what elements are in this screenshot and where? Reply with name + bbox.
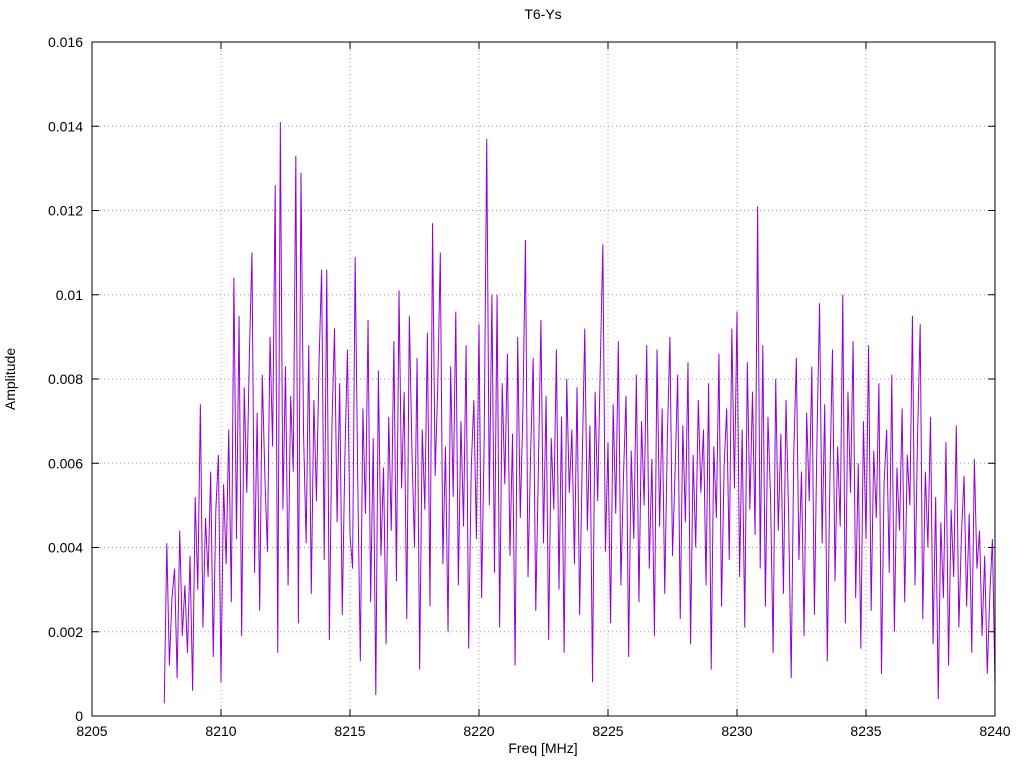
x-axis-label: Freq [MHz]: [508, 740, 577, 756]
y-tick-label: 0.008: [48, 371, 83, 387]
x-tick-label: 8240: [979, 723, 1010, 739]
amplitude-trace: [163, 122, 996, 704]
data-series: [163, 122, 996, 704]
tick-marks: [91, 41, 996, 717]
y-tick-label: 0.01: [56, 287, 83, 303]
y-axis-label: Amplitude: [2, 348, 18, 410]
x-tick-label: 8225: [592, 723, 623, 739]
y-tick-label: 0.014: [48, 118, 83, 134]
x-tick-label: 8235: [850, 723, 881, 739]
y-tick-label: 0.012: [48, 203, 83, 219]
grid-lines: [91, 41, 996, 717]
chart-title: T6-Ys: [524, 6, 561, 22]
y-tick-label: 0.004: [48, 540, 83, 556]
x-tick-label: 8215: [334, 723, 365, 739]
y-tick-label: 0.006: [48, 455, 83, 471]
plot-border: [91, 41, 996, 717]
x-tick-label: 8220: [463, 723, 494, 739]
x-tick-label: 8210: [205, 723, 236, 739]
y-tick-label: 0: [75, 708, 83, 724]
y-tick-label: 0.016: [48, 34, 83, 50]
x-tick-label: 8230: [721, 723, 752, 739]
y-tick-label: 0.002: [48, 624, 83, 640]
x-tick-label: 8205: [76, 723, 107, 739]
tick-labels: 8205 8210 8215 8220 8225 8230 8235 8240 0 0.002 0.…: [48, 34, 1011, 739]
